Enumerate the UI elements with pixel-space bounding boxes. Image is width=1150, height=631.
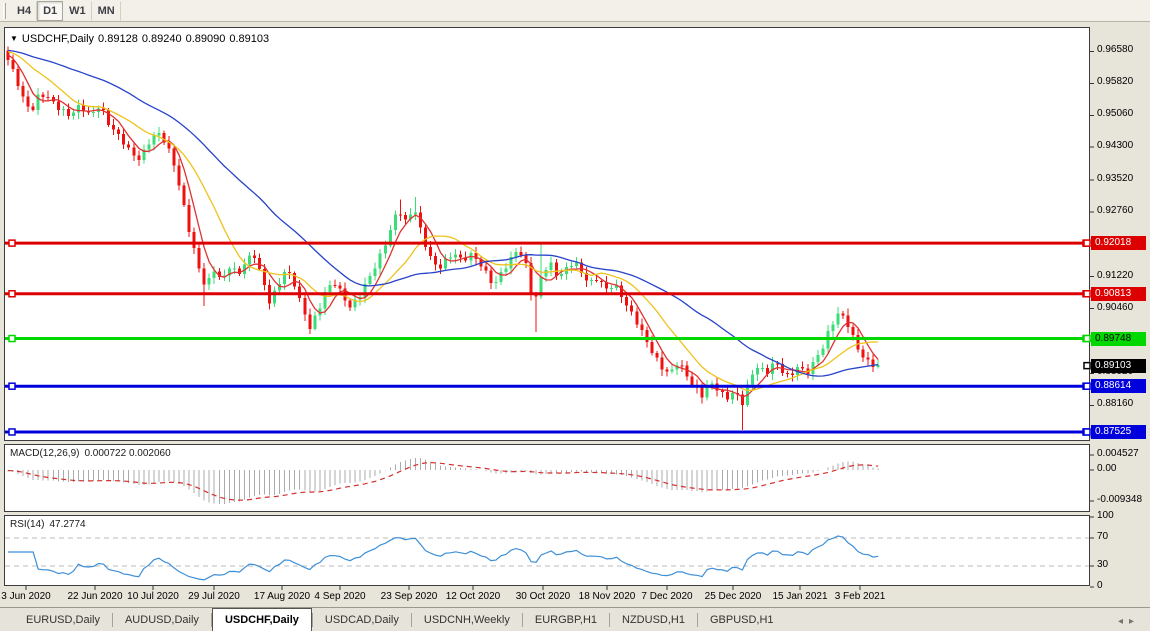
tab-scroll-arrows: ◂▸ [1118,616,1150,627]
date-tick-label: 30 Oct 2020 [515,591,571,602]
tab-scroll-right-icon[interactable]: ▸ [1128,616,1140,627]
tab-scroll-left-icon[interactable]: ◂ [1117,616,1129,627]
tab-audusd-daily[interactable]: AUDUSD,Daily [124,614,199,626]
chart-open: 0.89128 [98,33,138,45]
date-axis[interactable]: 3 Jun 2020 22 Jun 2020 10 Jul 2020 29 Jul 2… [0,586,1090,606]
rsi-label: RSI(14) [10,519,45,530]
tab-separator [311,613,313,627]
tab-separator [609,613,611,627]
date-tick-label: 10 Jul 2020 [127,591,179,602]
chart-header: ▼ USDCHF,Daily 0.89128 0.89240 0.89090 0.8910… [10,33,273,45]
rsi-tick-label: 30 [1097,559,1109,570]
macd-values: 0.000722 0.002060 [84,448,171,459]
date-tick-label: 23 Sep 2020 [380,591,438,602]
tab-usdcad-daily[interactable]: USDCAD,Daily [324,614,399,626]
rsi-tick-label: 100 [1097,510,1114,521]
tab-separator [210,613,212,627]
tab-usdcnh-weekly[interactable]: USDCNH,Weekly [423,614,510,626]
timeframe-buttons: H4 D1 W1 MN [11,0,121,21]
macd-tick-label: 0.00 [1097,463,1117,474]
date-tick-label: 29 Jul 2020 [188,591,240,602]
price-tick-label: 0.92760 [1097,204,1134,216]
timeframe-button-d1[interactable]: D1 [37,0,64,21]
chart-tab-bar: EURUSD,Daily AUDUSD,Daily USDCHF,Daily USDC… [0,607,1150,631]
tab-nzdusd-h1[interactable]: NZDUSD,H1 [622,614,685,626]
timeframe-button-h4[interactable]: H4 [11,0,38,21]
hline-price-label: 0.92018 [1091,236,1146,251]
date-tick-label: 4 Sep 2020 [314,591,366,602]
macd-header: MACD(12,26,9) 0.000722 0.002060 [10,448,176,459]
price-tick-label: 0.96580 [1097,44,1134,56]
chart-low: 0.89090 [185,33,226,45]
date-tick-label: 17 Aug 2020 [253,591,311,602]
date-tick-label: 15 Jan 2021 [772,591,828,602]
chart-high: 0.89240 [141,33,182,45]
hline-price-label: 0.87525 [1091,424,1146,439]
tab-usdchf-daily[interactable]: USDCHF,Daily [211,608,312,631]
macd-label: MACD(12,26,9) [10,448,80,459]
tab-separator [521,613,523,627]
macd-tick-label: 0.004527 [1097,448,1139,460]
date-tick-label: 22 Jun 2020 [67,591,123,602]
tab-separator [111,613,113,627]
price-axis[interactable]: 0.96580 0.95820 0.95060 0.94300 0.93520 0.927… [1090,23,1150,606]
price-tick-label: 0.91220 [1097,269,1134,281]
date-tick-label: 7 Dec 2020 [641,591,693,602]
macd-tick-label: -0.009348 [1097,493,1143,505]
price-tick-label: 0.90460 [1097,301,1134,313]
tab-separator [410,613,412,627]
price-tick-label: 0.94300 [1097,140,1134,152]
chart-tabs: EURUSD,Daily AUDUSD,Daily USDCHF,Daily USDC… [14,608,786,631]
hline-price-label: 0.90813 [1091,286,1146,301]
tab-eurgbp-h1[interactable]: EURGBP,H1 [534,614,598,626]
date-tick-label: 3 Feb 2021 [834,591,886,602]
toolbar-grip[interactable] [3,2,6,19]
chart-close: 0.89103 [229,33,270,45]
date-tick-label: 25 Dec 2020 [704,591,762,602]
rsi-tick-label: 0 [1097,580,1103,591]
price-tick-label: 0.95820 [1097,76,1134,88]
rsi-header: RSI(14) 47.2774 [10,519,91,530]
price-tick-label: 0.95060 [1097,108,1134,120]
rsi-value: 47.2774 [49,519,86,530]
hline-price-label: 0.89748 [1091,331,1146,346]
timeframe-toolbar: H4 D1 W1 MN [0,0,1150,22]
main-chart-panel[interactable] [4,27,1090,441]
symbol-dropdown-icon[interactable]: ▼ [10,34,18,43]
chart-symbol-period: USDCHF,Daily [21,33,95,45]
timeframe-button-mn[interactable]: MN [92,0,121,21]
date-tick-label: 12 Oct 2020 [445,591,501,602]
price-tick-label: 0.93520 [1097,172,1134,184]
timeframe-button-w1[interactable]: W1 [63,0,92,21]
tab-gbpusd-h1[interactable]: GBPUSD,H1 [709,614,774,626]
date-tick-label: 18 Nov 2020 [578,591,636,602]
tab-eurusd-daily[interactable]: EURUSD,Daily [26,614,100,626]
rsi-tick-label: 70 [1097,531,1109,542]
current-price-label: 0.89103 [1091,358,1146,373]
date-tick-label: 3 Jun 2020 [1,591,51,602]
tab-separator [696,613,698,627]
price-tick-label: 0.88160 [1097,398,1134,410]
rsi-panel[interactable] [4,515,1090,586]
hline-price-label: 0.88614 [1091,379,1146,394]
